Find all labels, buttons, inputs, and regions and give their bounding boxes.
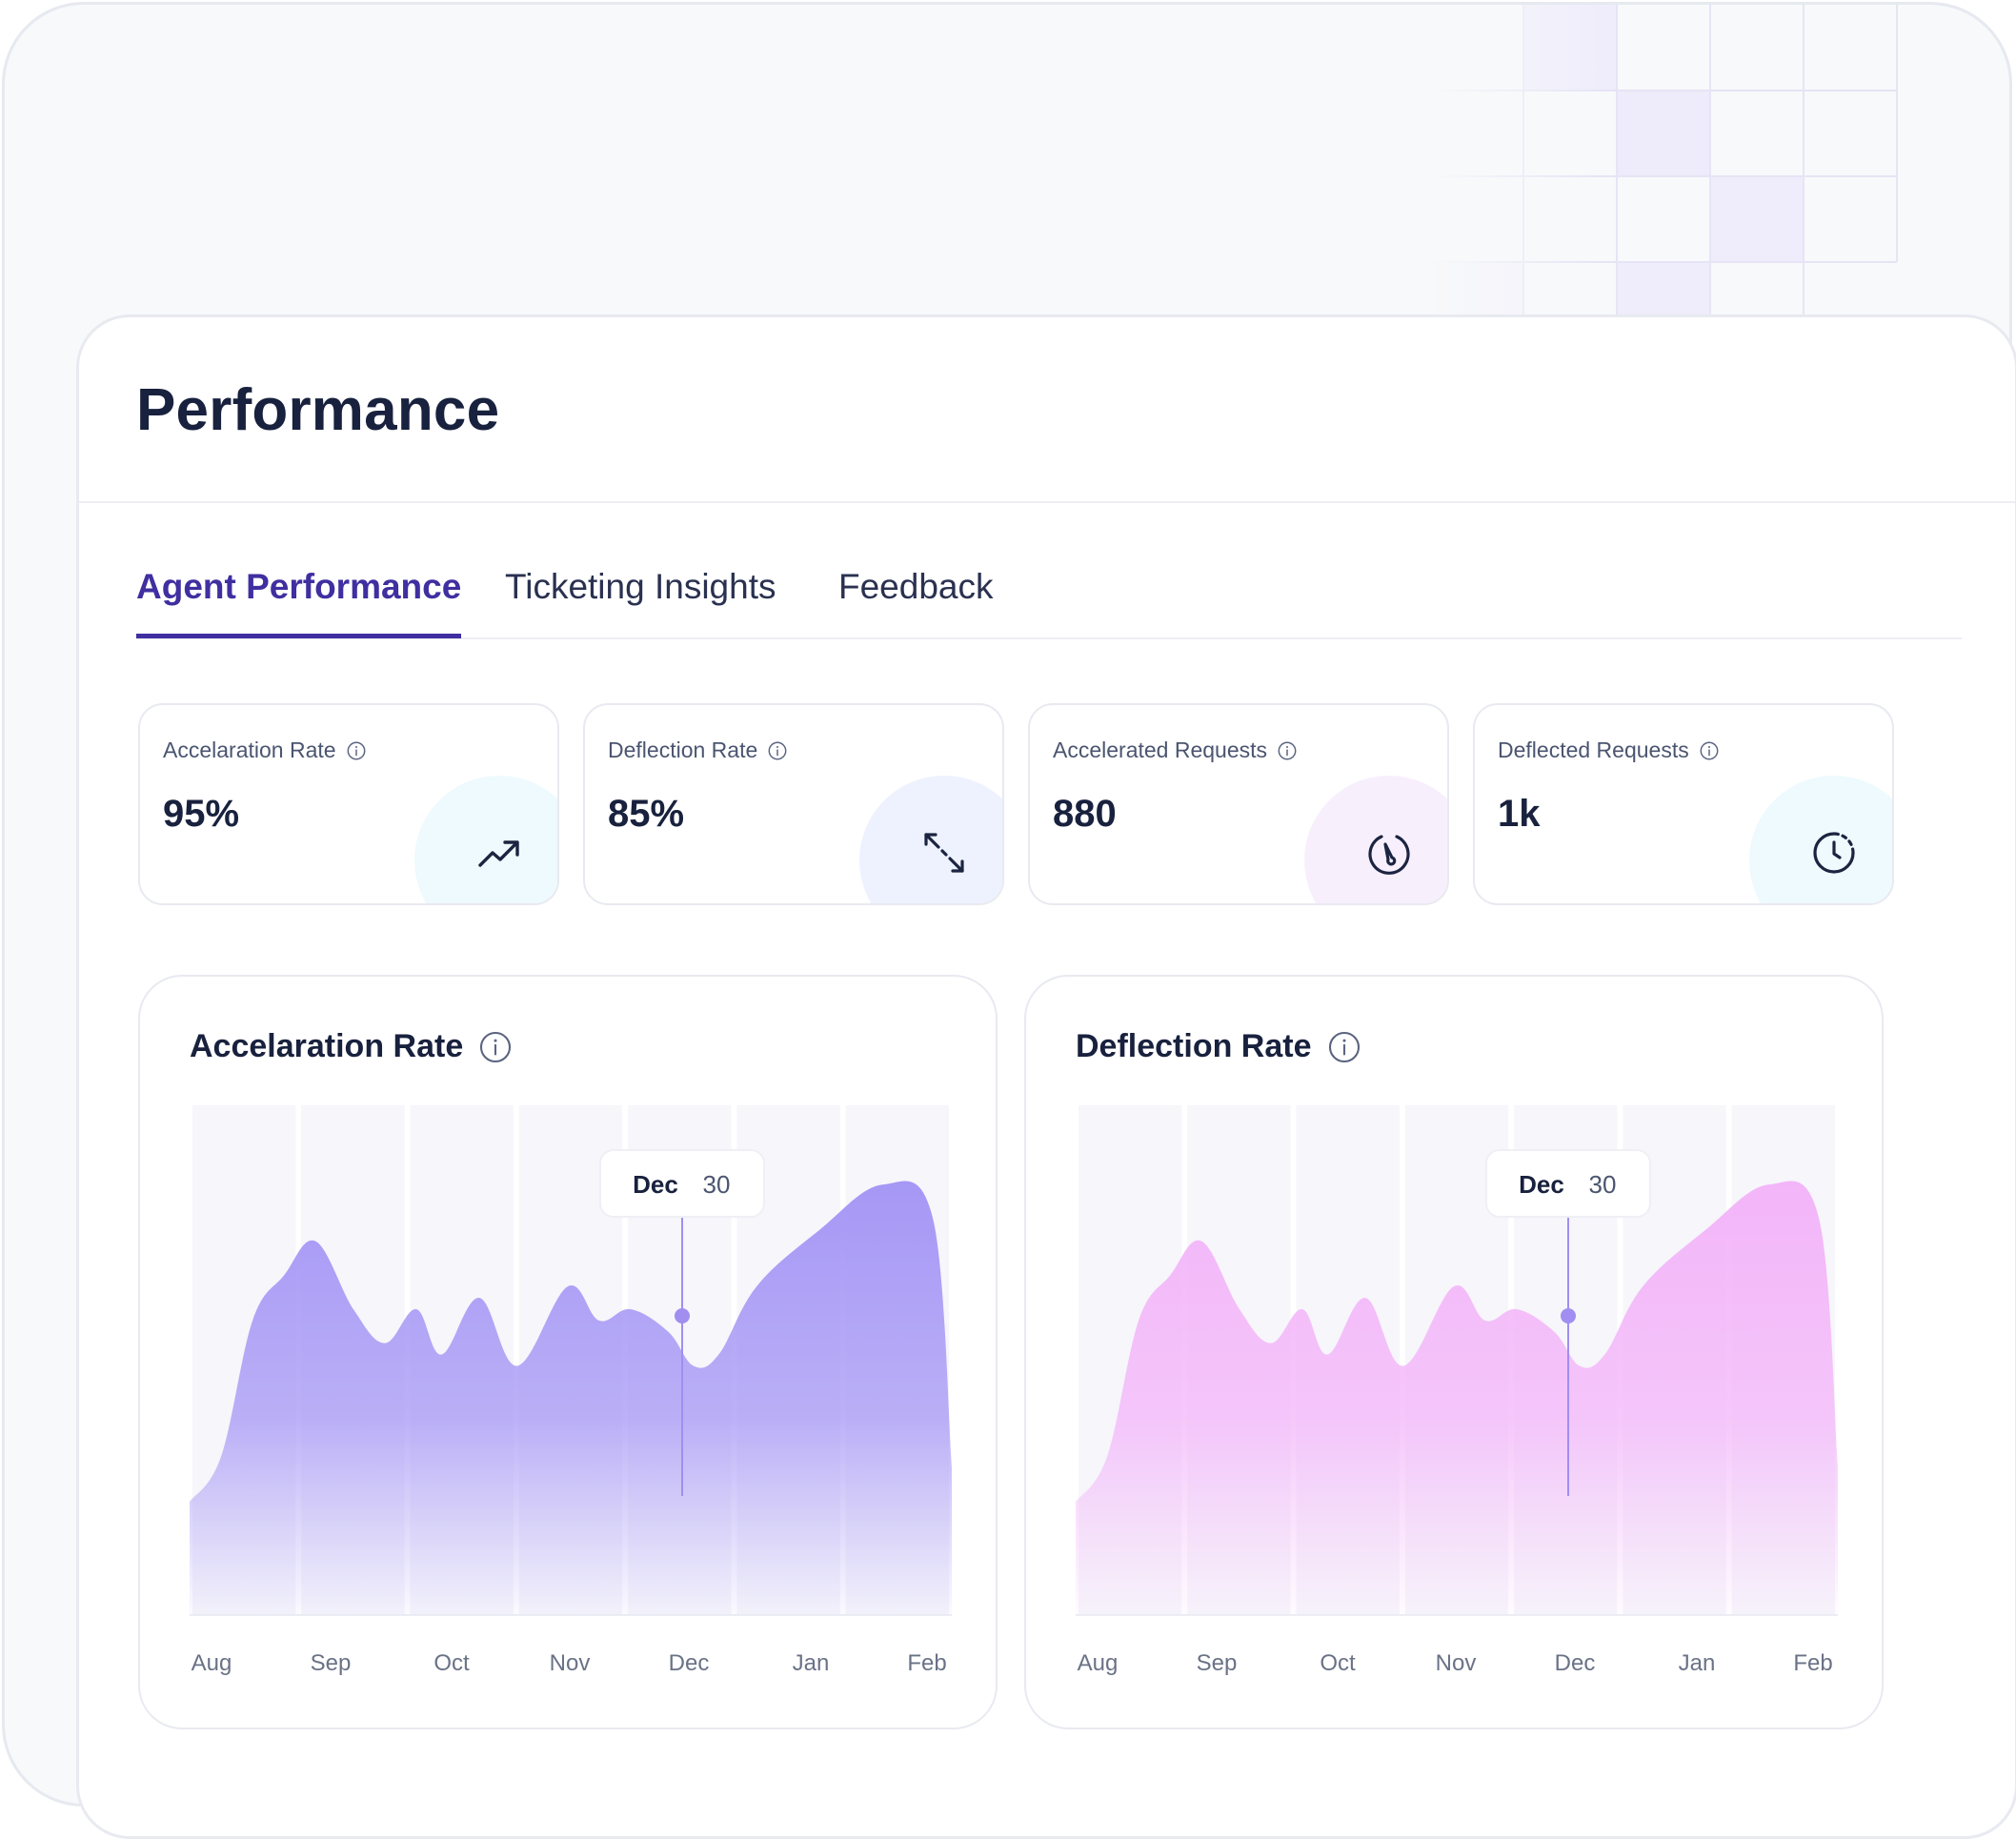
x-tick-label: Aug <box>1078 1650 1119 1676</box>
stat-value: 880 <box>1053 793 1117 836</box>
tooltip-box <box>600 1150 764 1217</box>
stat-card-deflection-rate[interactable]: Deflection Rate 85% <box>583 703 1004 905</box>
grid-decoration <box>1428 5 1924 329</box>
stat-label: Deflected Requests <box>1498 738 1689 763</box>
tab-agent-performance[interactable]: Agent Performance <box>136 567 461 638</box>
tooltip-value: 30 <box>703 1170 731 1199</box>
stat-value: 1k <box>1498 793 1541 836</box>
stat-label: Accelerated Requests <box>1053 738 1267 763</box>
info-icon[interactable] <box>346 740 367 761</box>
tab-feedback[interactable]: Feedback <box>838 567 994 634</box>
highlight-dot[interactable] <box>675 1308 690 1324</box>
tooltip-value: 30 <box>1589 1170 1617 1199</box>
title-divider <box>79 501 2015 503</box>
x-tick-label: Oct <box>433 1650 470 1676</box>
tooltip-box <box>1486 1150 1650 1217</box>
trend-up-icon <box>475 829 523 877</box>
info-icon[interactable] <box>1699 740 1720 761</box>
speedometer-icon <box>1365 829 1413 877</box>
performance-panel: Performance Agent Performance Ticketing … <box>76 314 2016 1839</box>
stat-value: 85% <box>608 793 684 836</box>
chart-tooltip: Dec 30 <box>1486 1150 1650 1217</box>
area-chart[interactable]: Aug Sep Oct Nov Dec Jan Feb Dec 30 <box>140 977 999 1731</box>
highlight-dot[interactable] <box>1561 1308 1576 1324</box>
arrows-diagonal-icon <box>920 829 968 877</box>
stat-card-accelerated-requests[interactable]: Accelerated Requests 880 <box>1028 703 1449 905</box>
stat-card-acceleration-rate[interactable]: Accelaration Rate 95% <box>138 703 559 905</box>
tooltip-label: Dec <box>633 1170 678 1199</box>
stat-card-deflected-requests[interactable]: Deflected Requests 1k <box>1473 703 1894 905</box>
stat-value: 95% <box>163 793 239 836</box>
x-tick-label: Dec <box>669 1650 710 1676</box>
x-tick-label: Dec <box>1555 1650 1596 1676</box>
stat-label: Deflection Rate <box>608 738 757 763</box>
info-icon[interactable] <box>767 740 788 761</box>
x-tick-label: Feb <box>907 1650 946 1676</box>
x-tick-label: Jan <box>1679 1650 1716 1676</box>
x-tick-label: Aug <box>192 1650 232 1676</box>
stats-row: Accelaration Rate 95% Deflection Rate 85… <box>138 703 1896 905</box>
x-tick-label: Nov <box>550 1650 591 1676</box>
tab-bar: Agent Performance Ticketing Insights Fee… <box>136 567 1962 639</box>
tooltip-label: Dec <box>1519 1170 1564 1199</box>
tab-ticketing-insights[interactable]: Ticketing Insights <box>505 567 776 634</box>
area-chart[interactable]: Aug Sep Oct Nov Dec Jan Feb Dec 30 <box>1026 977 1885 1731</box>
x-tick-label: Sep <box>1197 1650 1238 1676</box>
chart-tooltip: Dec 30 <box>600 1150 764 1217</box>
info-icon[interactable] <box>1277 740 1298 761</box>
stat-label: Accelaration Rate <box>163 738 336 763</box>
x-tick-label: Nov <box>1436 1650 1477 1676</box>
x-tick-label: Feb <box>1793 1650 1832 1676</box>
x-tick-label: Sep <box>311 1650 352 1676</box>
x-tick-label: Oct <box>1320 1650 1356 1676</box>
x-tick-label: Jan <box>793 1650 830 1676</box>
clock-dashed-icon <box>1810 829 1858 877</box>
page-title: Performance <box>136 376 499 444</box>
